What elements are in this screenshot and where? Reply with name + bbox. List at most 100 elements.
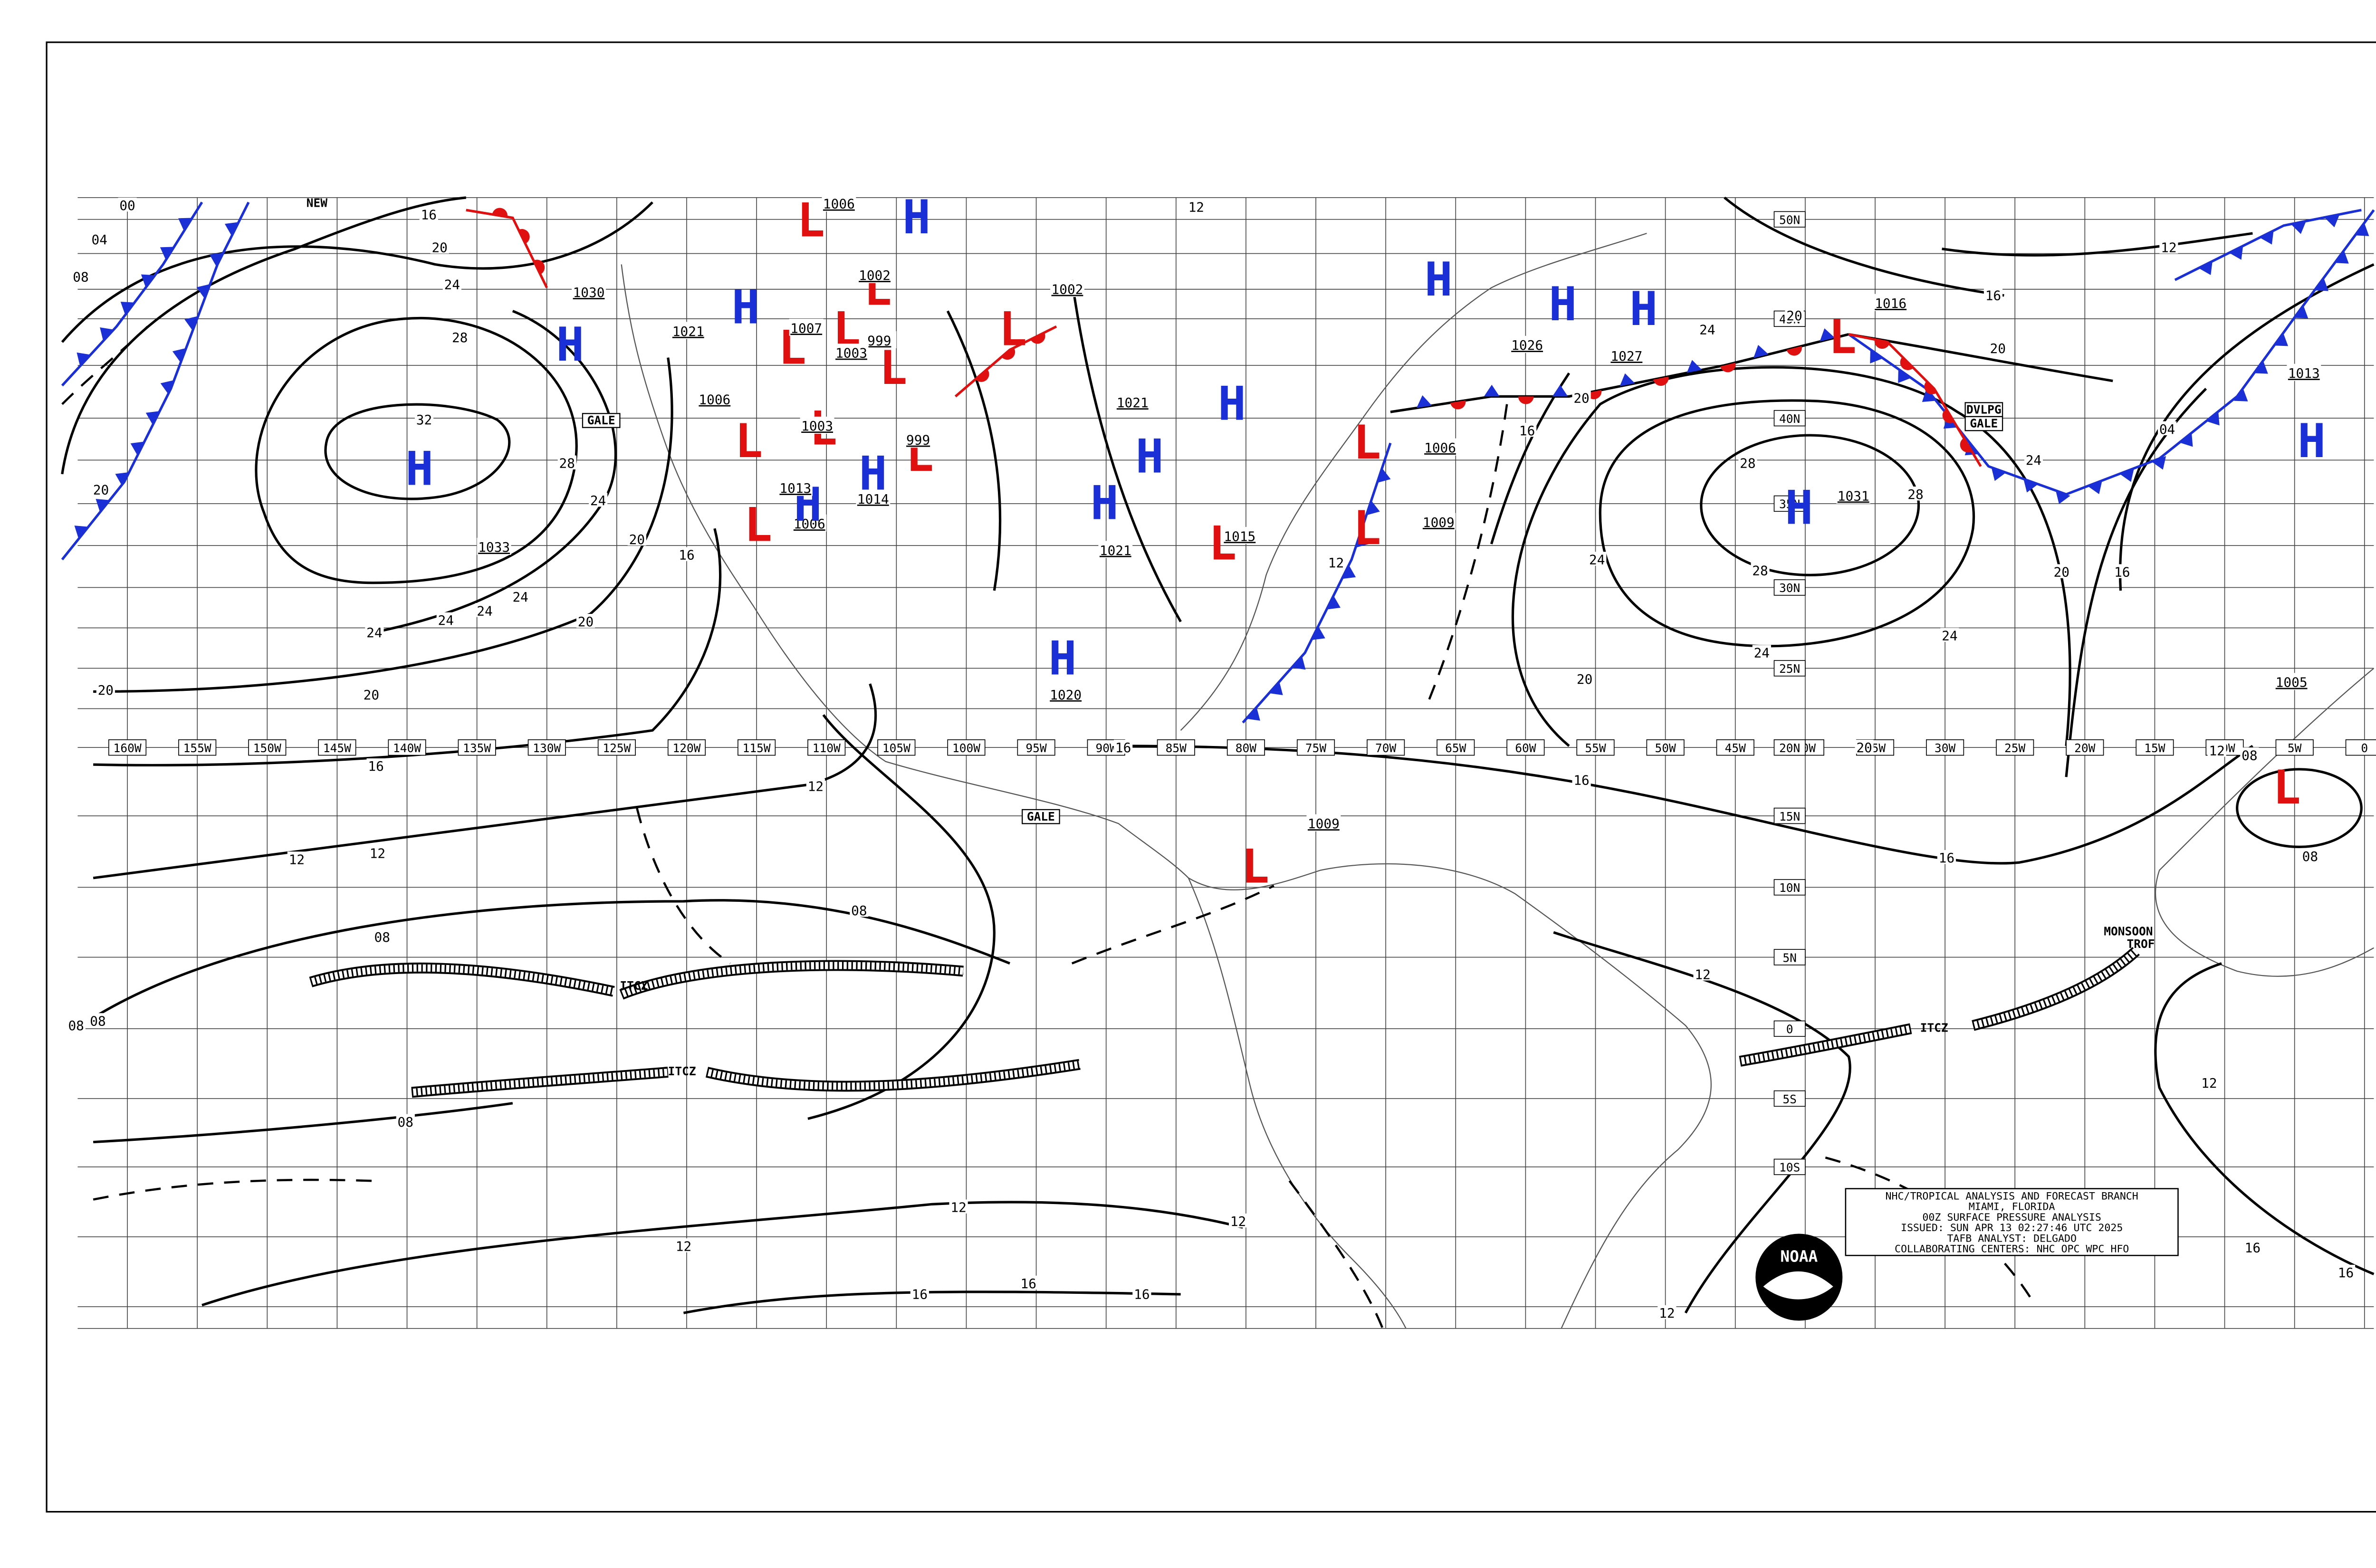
- pressure-value-bg: [822, 194, 856, 212]
- isobar-label-bg: [806, 778, 825, 793]
- pressure-value-bg: [834, 344, 869, 361]
- isobar-label-bg: [1572, 390, 1591, 404]
- front-line: [1848, 209, 2375, 496]
- lon-label: 160W: [114, 741, 142, 755]
- title-line: ISSUED: SUN APR 13 02:27:46 UTC 2025: [1901, 1222, 2123, 1234]
- itcz-hatch: [706, 1061, 1081, 1090]
- isobar-label-bg: [2336, 1264, 2356, 1279]
- isobar-label-bg: [910, 1286, 929, 1301]
- lon-label: 5W: [2288, 741, 2302, 755]
- isobar-label: 08: [2302, 849, 2318, 864]
- lon-label: 140W: [393, 741, 421, 755]
- itcz-hatch: [1972, 948, 2139, 1029]
- warm-front-barb: [1001, 347, 1016, 360]
- isobar-label: 20: [1786, 308, 1802, 324]
- pressure-value: 1033: [478, 539, 510, 555]
- lon-label: 145W: [323, 741, 351, 755]
- isobar-label: 16: [1985, 288, 2001, 304]
- pressure-value-bg: [789, 318, 824, 336]
- warm-front-barb: [533, 259, 545, 275]
- isobar-label: 20: [364, 687, 379, 703]
- cold-front-barb: [1686, 360, 1702, 373]
- frame: [46, 41, 2376, 1513]
- pressure-center: H: [1136, 430, 1164, 484]
- cold-front-barb: [115, 472, 129, 486]
- isobar-label-bg: [71, 269, 90, 283]
- lat-label-box: [1773, 949, 1806, 966]
- isobar-label: 12: [1695, 966, 1710, 982]
- cold-front-barb: [2119, 468, 2134, 482]
- pressure-value-bg: [857, 266, 892, 283]
- isobar-label-bg: [396, 1114, 415, 1128]
- lat-label: 20N: [1779, 741, 1800, 755]
- title-line: TAFB ANALYST: DELGADO: [1947, 1233, 2077, 1244]
- pressure-value-bg: [2287, 363, 2321, 381]
- pressure-value-bg: [697, 390, 732, 408]
- lat-label-box: [1773, 1020, 1806, 1037]
- cold-front-barb: [160, 247, 174, 260]
- lon-label-box: [738, 739, 776, 756]
- isobar-label-bg: [511, 589, 530, 603]
- cold-front-barb: [2274, 333, 2289, 346]
- pressure-center: L: [999, 302, 1027, 356]
- cold-front-barb: [1820, 328, 1835, 342]
- warm-front-barb: [1942, 409, 1954, 423]
- isobar-label-bg: [2240, 747, 2259, 762]
- isobar: [93, 528, 722, 767]
- isobar-label-bg: [1738, 455, 1757, 469]
- pressure-center: H: [1049, 632, 1077, 686]
- isobar-label-bg: [677, 547, 696, 561]
- cold-front-barb: [1991, 467, 2006, 481]
- isobar: [1700, 434, 1920, 576]
- front-line: [466, 209, 548, 288]
- lon-label-box: [1506, 739, 1545, 756]
- lat-label-box: [1773, 1158, 1806, 1176]
- isobar-label: 28: [1907, 487, 1923, 502]
- pressure-value: 999: [867, 333, 891, 348]
- isobar-label-bg: [1983, 287, 2003, 302]
- lon-label: 85W: [1166, 741, 1187, 755]
- lon-label-box: [318, 739, 356, 756]
- lon-label: 0: [2361, 741, 2368, 755]
- isobar-label: 20: [1573, 390, 1589, 406]
- lon-label: 120W: [672, 741, 700, 755]
- lon-label: 100W: [952, 741, 980, 755]
- isobar-label: 08: [374, 929, 390, 945]
- isobar: [93, 1102, 513, 1144]
- isobar: [324, 403, 511, 500]
- cold-front-barb: [2260, 230, 2274, 245]
- pressure-value-bg: [1609, 346, 1644, 364]
- pressure-value-bg: [1510, 335, 1544, 353]
- isobar-label: 16: [1939, 850, 1954, 866]
- isobar: [2236, 768, 2363, 849]
- cold-front-barb: [1292, 656, 1306, 670]
- lon-label: 50W: [1655, 741, 1676, 755]
- isobar-label: 16: [2114, 564, 2130, 580]
- pressure-value-bg: [477, 537, 511, 555]
- feature-label: NEW: [307, 196, 328, 210]
- pressure-center: H: [1425, 253, 1453, 307]
- lon-label: 150W: [253, 741, 281, 755]
- isobar-label-bg: [1114, 739, 1133, 754]
- gale-box: [1964, 416, 2003, 431]
- isobar: [93, 357, 673, 693]
- itcz-hatch: [411, 1068, 669, 1096]
- feature-label: GALE: [1027, 810, 1055, 823]
- isobar-label-bg: [674, 1238, 693, 1252]
- isobar-label: 04: [2159, 421, 2175, 437]
- isobar-label: 20: [629, 532, 645, 547]
- cold-front-barb: [1269, 681, 1283, 696]
- lon-label: 75W: [1305, 741, 1327, 755]
- lon-label-box: [527, 739, 566, 756]
- feature-label: GALE: [587, 413, 615, 427]
- cold-front-barb: [172, 348, 186, 363]
- lat-label: 5N: [1782, 951, 1797, 965]
- itcz-hatch: [309, 964, 614, 995]
- coast: [621, 264, 1189, 879]
- lon-label: 55W: [1585, 741, 1606, 755]
- lon-label-box: [2275, 739, 2314, 756]
- lon-label-box: [1226, 739, 1265, 756]
- isobar-label: 20: [578, 614, 594, 630]
